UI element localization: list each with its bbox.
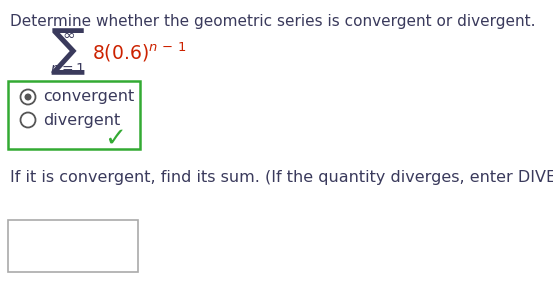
Text: $\sum$: $\sum$	[50, 27, 86, 77]
Text: $8(0.6)^{n\,-\,1}$: $8(0.6)^{n\,-\,1}$	[92, 40, 186, 64]
Circle shape	[20, 113, 35, 127]
Circle shape	[24, 94, 32, 100]
Text: Determine whether the geometric series is convergent or divergent.: Determine whether the geometric series i…	[10, 14, 535, 29]
Text: ✓: ✓	[104, 126, 126, 152]
Text: $\infty$: $\infty$	[61, 27, 75, 41]
Text: $n = 1$: $n = 1$	[50, 62, 86, 76]
Text: If it is convergent, find its sum. (If the quantity diverges, enter DIVERGES.): If it is convergent, find its sum. (If t…	[10, 170, 553, 185]
Text: convergent: convergent	[43, 89, 134, 105]
Text: divergent: divergent	[43, 113, 120, 127]
Bar	[8, 220, 138, 272]
Circle shape	[20, 89, 35, 105]
Bar	[8, 81, 140, 149]
